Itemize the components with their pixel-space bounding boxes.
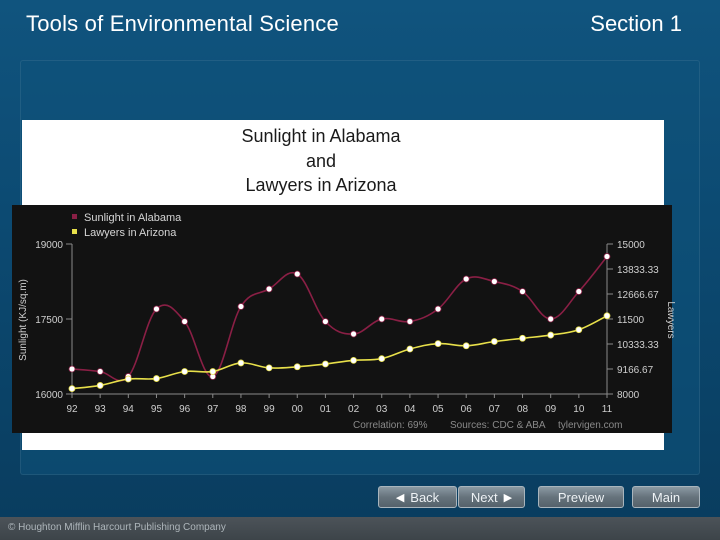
sources-label: Sources: CDC & ABA <box>450 420 546 431</box>
data-point-lawyers <box>124 375 132 383</box>
data-point-lawyers <box>265 364 273 372</box>
data-point-lawyers <box>181 368 189 375</box>
site-label: tylervigen.com <box>558 420 622 431</box>
x-tick-label: 09 <box>545 404 557 415</box>
x-tick-label: 03 <box>376 404 388 415</box>
data-point-lawyers <box>575 326 583 334</box>
chart-title-line-2: and <box>305 150 337 171</box>
legend-swatch-sunlight <box>72 214 77 219</box>
data-point-lawyers <box>434 340 442 348</box>
x-tick-label: 02 <box>348 404 360 415</box>
data-point-lawyers <box>153 375 160 382</box>
x-tick-label: 92 <box>66 404 78 415</box>
data-point-lawyers <box>547 331 555 339</box>
y-right-tick-label: 15000 <box>617 240 645 251</box>
data-point-sunlight <box>237 303 245 310</box>
data-point-sunlight <box>322 318 329 325</box>
y-right-tick-label: 10333.33 <box>617 340 659 351</box>
x-tick-label: 10 <box>573 404 585 415</box>
x-tick-label: 06 <box>461 404 473 415</box>
data-point-lawyers <box>490 338 498 345</box>
y-left-tick-label: 16000 <box>35 390 63 401</box>
data-point-lawyers <box>406 345 414 353</box>
data-point-sunlight <box>153 305 160 313</box>
data-point-lawyers <box>96 382 104 389</box>
back-button[interactable]: ◀ Back <box>378 486 457 508</box>
chart-title-line-3: Lawyers in Arizona <box>245 175 397 195</box>
y-left-tick-label: 17500 <box>35 315 63 326</box>
data-point-sunlight <box>406 318 414 325</box>
data-point-lawyers <box>462 342 470 350</box>
next-button[interactable]: Next ▶ <box>458 486 525 508</box>
data-point-lawyers <box>293 363 301 371</box>
next-arrow-icon: ▶ <box>503 491 513 504</box>
x-tick-label: 96 <box>179 404 191 415</box>
data-point-sunlight <box>490 278 498 285</box>
data-point-lawyers <box>322 360 329 368</box>
preview-button-label: Preview <box>557 489 605 505</box>
data-point-sunlight <box>265 285 273 293</box>
data-point-sunlight <box>293 270 301 278</box>
y-left-tick-label: 19000 <box>35 240 63 251</box>
x-tick-label: 94 <box>123 404 135 415</box>
y-right-tick-label: 9166.67 <box>617 365 654 376</box>
footer-bar <box>0 517 720 540</box>
correlation-label: Correlation: 69% <box>353 420 428 431</box>
y-axis-title-right: Lawyers <box>665 301 676 338</box>
data-point-sunlight <box>547 315 555 323</box>
data-point-sunlight <box>603 253 611 260</box>
data-point-sunlight <box>96 368 104 375</box>
x-tick-label: 07 <box>489 404 501 415</box>
data-point-sunlight <box>434 305 442 313</box>
data-point-sunlight <box>378 315 386 323</box>
data-point-lawyers <box>603 312 611 320</box>
y-right-tick-label: 11500 <box>617 315 645 326</box>
data-point-lawyers <box>350 356 357 364</box>
section-label: Section 1 <box>590 11 682 36</box>
y-axis-title-left: Sunlight (KJ/sq.m) <box>18 279 29 361</box>
data-point-sunlight <box>350 330 357 338</box>
chart-plot-background <box>12 205 672 433</box>
chart-title-line-1: Sunlight in Alabama <box>241 126 401 146</box>
x-tick-label: 05 <box>432 404 444 415</box>
y-right-tick-label: 13833.33 <box>617 265 659 276</box>
y-right-tick-label: 12666.67 <box>617 290 659 301</box>
back-arrow-icon: ◀ <box>395 491 405 504</box>
x-tick-label: 00 <box>292 404 304 415</box>
data-point-lawyers <box>209 368 217 375</box>
slide-title: Tools of Environmental Science <box>26 11 339 36</box>
x-tick-label: 08 <box>517 404 529 415</box>
legend-swatch-lawyers <box>72 229 77 234</box>
x-tick-label: 95 <box>151 404 163 415</box>
preview-button[interactable]: Preview <box>538 486 624 508</box>
data-point-sunlight <box>68 365 76 373</box>
y-right-tick-label: 8000 <box>617 390 640 401</box>
chart-title: Sunlight in Alabama and Lawyers in Arizo… <box>22 124 620 198</box>
next-button-label: Next <box>470 489 498 505</box>
data-point-lawyers <box>68 385 76 393</box>
x-tick-label: 97 <box>207 404 219 415</box>
main-button[interactable]: Main <box>632 486 700 508</box>
x-tick-label: 99 <box>264 404 276 415</box>
x-tick-label: 01 <box>320 404 332 415</box>
x-tick-label: 93 <box>95 404 107 415</box>
legend-label-lawyers: Lawyers in Arizona <box>84 227 177 239</box>
data-point-lawyers <box>237 359 245 367</box>
back-button-label: Back <box>410 489 440 505</box>
data-point-sunlight <box>575 288 583 295</box>
data-point-lawyers <box>519 334 526 342</box>
x-tick-label: 04 <box>404 404 416 415</box>
data-point-sunlight <box>462 275 470 283</box>
x-tick-label: 11 <box>602 404 613 415</box>
data-point-lawyers <box>378 355 386 363</box>
data-point-sunlight <box>181 318 189 325</box>
x-tick-label: 98 <box>235 404 247 415</box>
data-point-sunlight <box>519 288 526 295</box>
legend-label-sunlight: Sunlight in Alabama <box>84 212 182 224</box>
main-button-label: Main <box>651 489 681 505</box>
copyright-text: © Houghton Mifflin Harcourt Publishing C… <box>8 522 226 533</box>
